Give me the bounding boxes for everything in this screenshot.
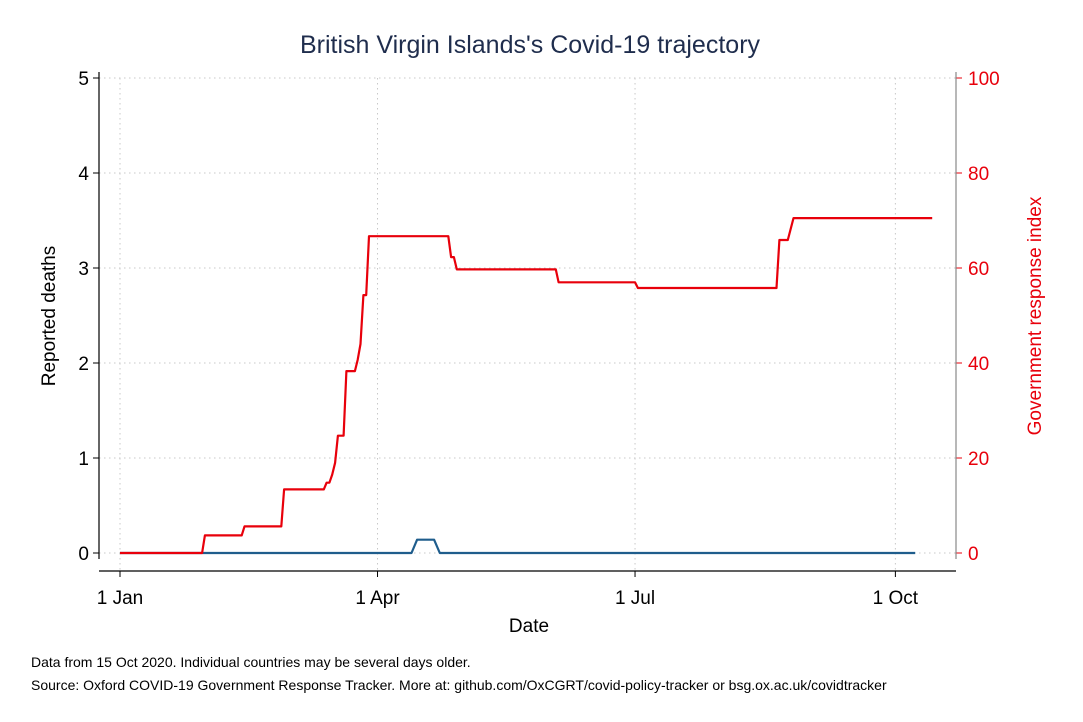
y-tick-label: 1 — [78, 449, 89, 470]
series-line-reported-deaths — [120, 538, 916, 555]
x-tick-label: 1 Jul — [615, 588, 655, 609]
y-tick-label: 4 — [78, 164, 89, 185]
y2-tick-label: 60 — [968, 259, 989, 280]
y2-tick-label: 40 — [968, 354, 989, 375]
footnote-source: Source: Oxford COVID-19 Government Respo… — [31, 677, 887, 693]
y-tick-label: 0 — [78, 544, 89, 565]
y2-tick-label: 0 — [968, 544, 979, 565]
x-axis-label: Date — [509, 616, 549, 637]
y-tick-label: 5 — [78, 69, 89, 90]
y-axis-label: Reported deaths — [39, 246, 60, 387]
x-tick-label: 1 Apr — [355, 588, 400, 609]
y2-tick-label: 20 — [968, 449, 989, 470]
chart-title: British Virgin Islands's Covid-19 trajec… — [300, 31, 761, 59]
y2-tick-label: 80 — [968, 164, 989, 185]
footnote-data-date: Data from 15 Oct 2020. Individual countr… — [31, 654, 471, 670]
y-tick-label: 3 — [78, 259, 89, 280]
y2-axis-label: Government response index — [1025, 196, 1046, 435]
x-tick-label: 1 Jan — [97, 588, 143, 609]
y-tick-label: 2 — [78, 354, 89, 375]
x-tick-label: 1 Oct — [873, 588, 919, 609]
axes: 0 1 2 3 4 5 0 20 40 60 80 100 1 Jan 1 Apr 1 Jul 1 Oct — [78, 69, 999, 609]
y2-tick-label: 100 — [968, 69, 1000, 90]
chart-svg: British Virgin Islands's Covid-19 trajec… — [39, 31, 1046, 637]
gridlines — [99, 77, 956, 571]
series-lines — [120, 217, 933, 555]
series-line-government-response-index — [120, 217, 933, 555]
